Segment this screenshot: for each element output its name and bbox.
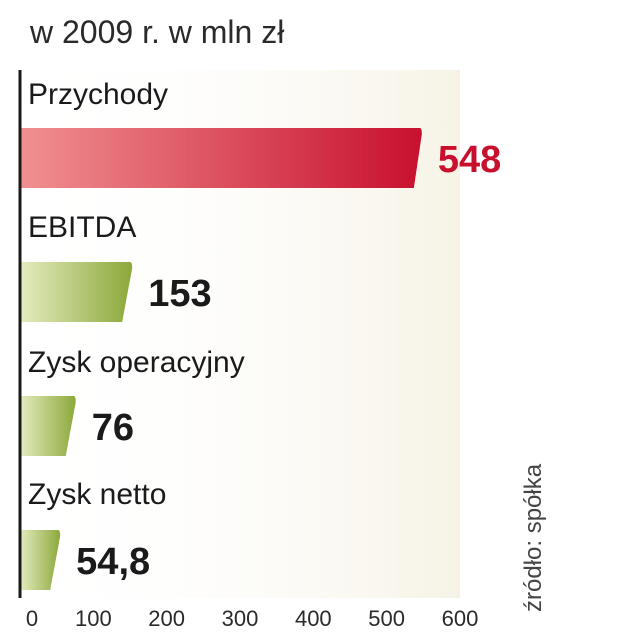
value-labels: 548 153 76 54,8 — [76, 139, 501, 583]
x-axis-ticks: 0 100 200 300 400 500 600 — [26, 606, 478, 631]
x-tick-label: 200 — [148, 606, 185, 631]
x-tick-label: 500 — [368, 606, 405, 631]
bar — [20, 396, 76, 456]
category-labels: Przychody EBITDA Zysk operacyjny Zysk netto — [28, 78, 245, 511]
x-tick-label: 300 — [222, 606, 259, 631]
category-label: Zysk operacyjny — [28, 346, 245, 379]
value-label: 153 — [148, 273, 211, 315]
source-note: źródło: spółka — [520, 463, 547, 612]
chart-title: w 2009 r. w mln zł — [30, 14, 285, 50]
bar — [20, 128, 422, 188]
value-label: 548 — [438, 139, 501, 181]
value-label: 76 — [92, 407, 134, 449]
x-tick-label: 100 — [75, 606, 112, 631]
bar — [20, 530, 61, 590]
x-tick-label: 400 — [295, 606, 332, 631]
x-tick-label: 600 — [442, 606, 479, 631]
bars — [20, 128, 422, 590]
bar — [20, 262, 133, 322]
x-tick-label: 0 — [26, 606, 38, 631]
category-label: EBITDA — [28, 211, 136, 244]
value-label: 54,8 — [76, 541, 150, 583]
category-label: Przychody — [28, 78, 168, 111]
category-label: Zysk netto — [28, 478, 166, 511]
